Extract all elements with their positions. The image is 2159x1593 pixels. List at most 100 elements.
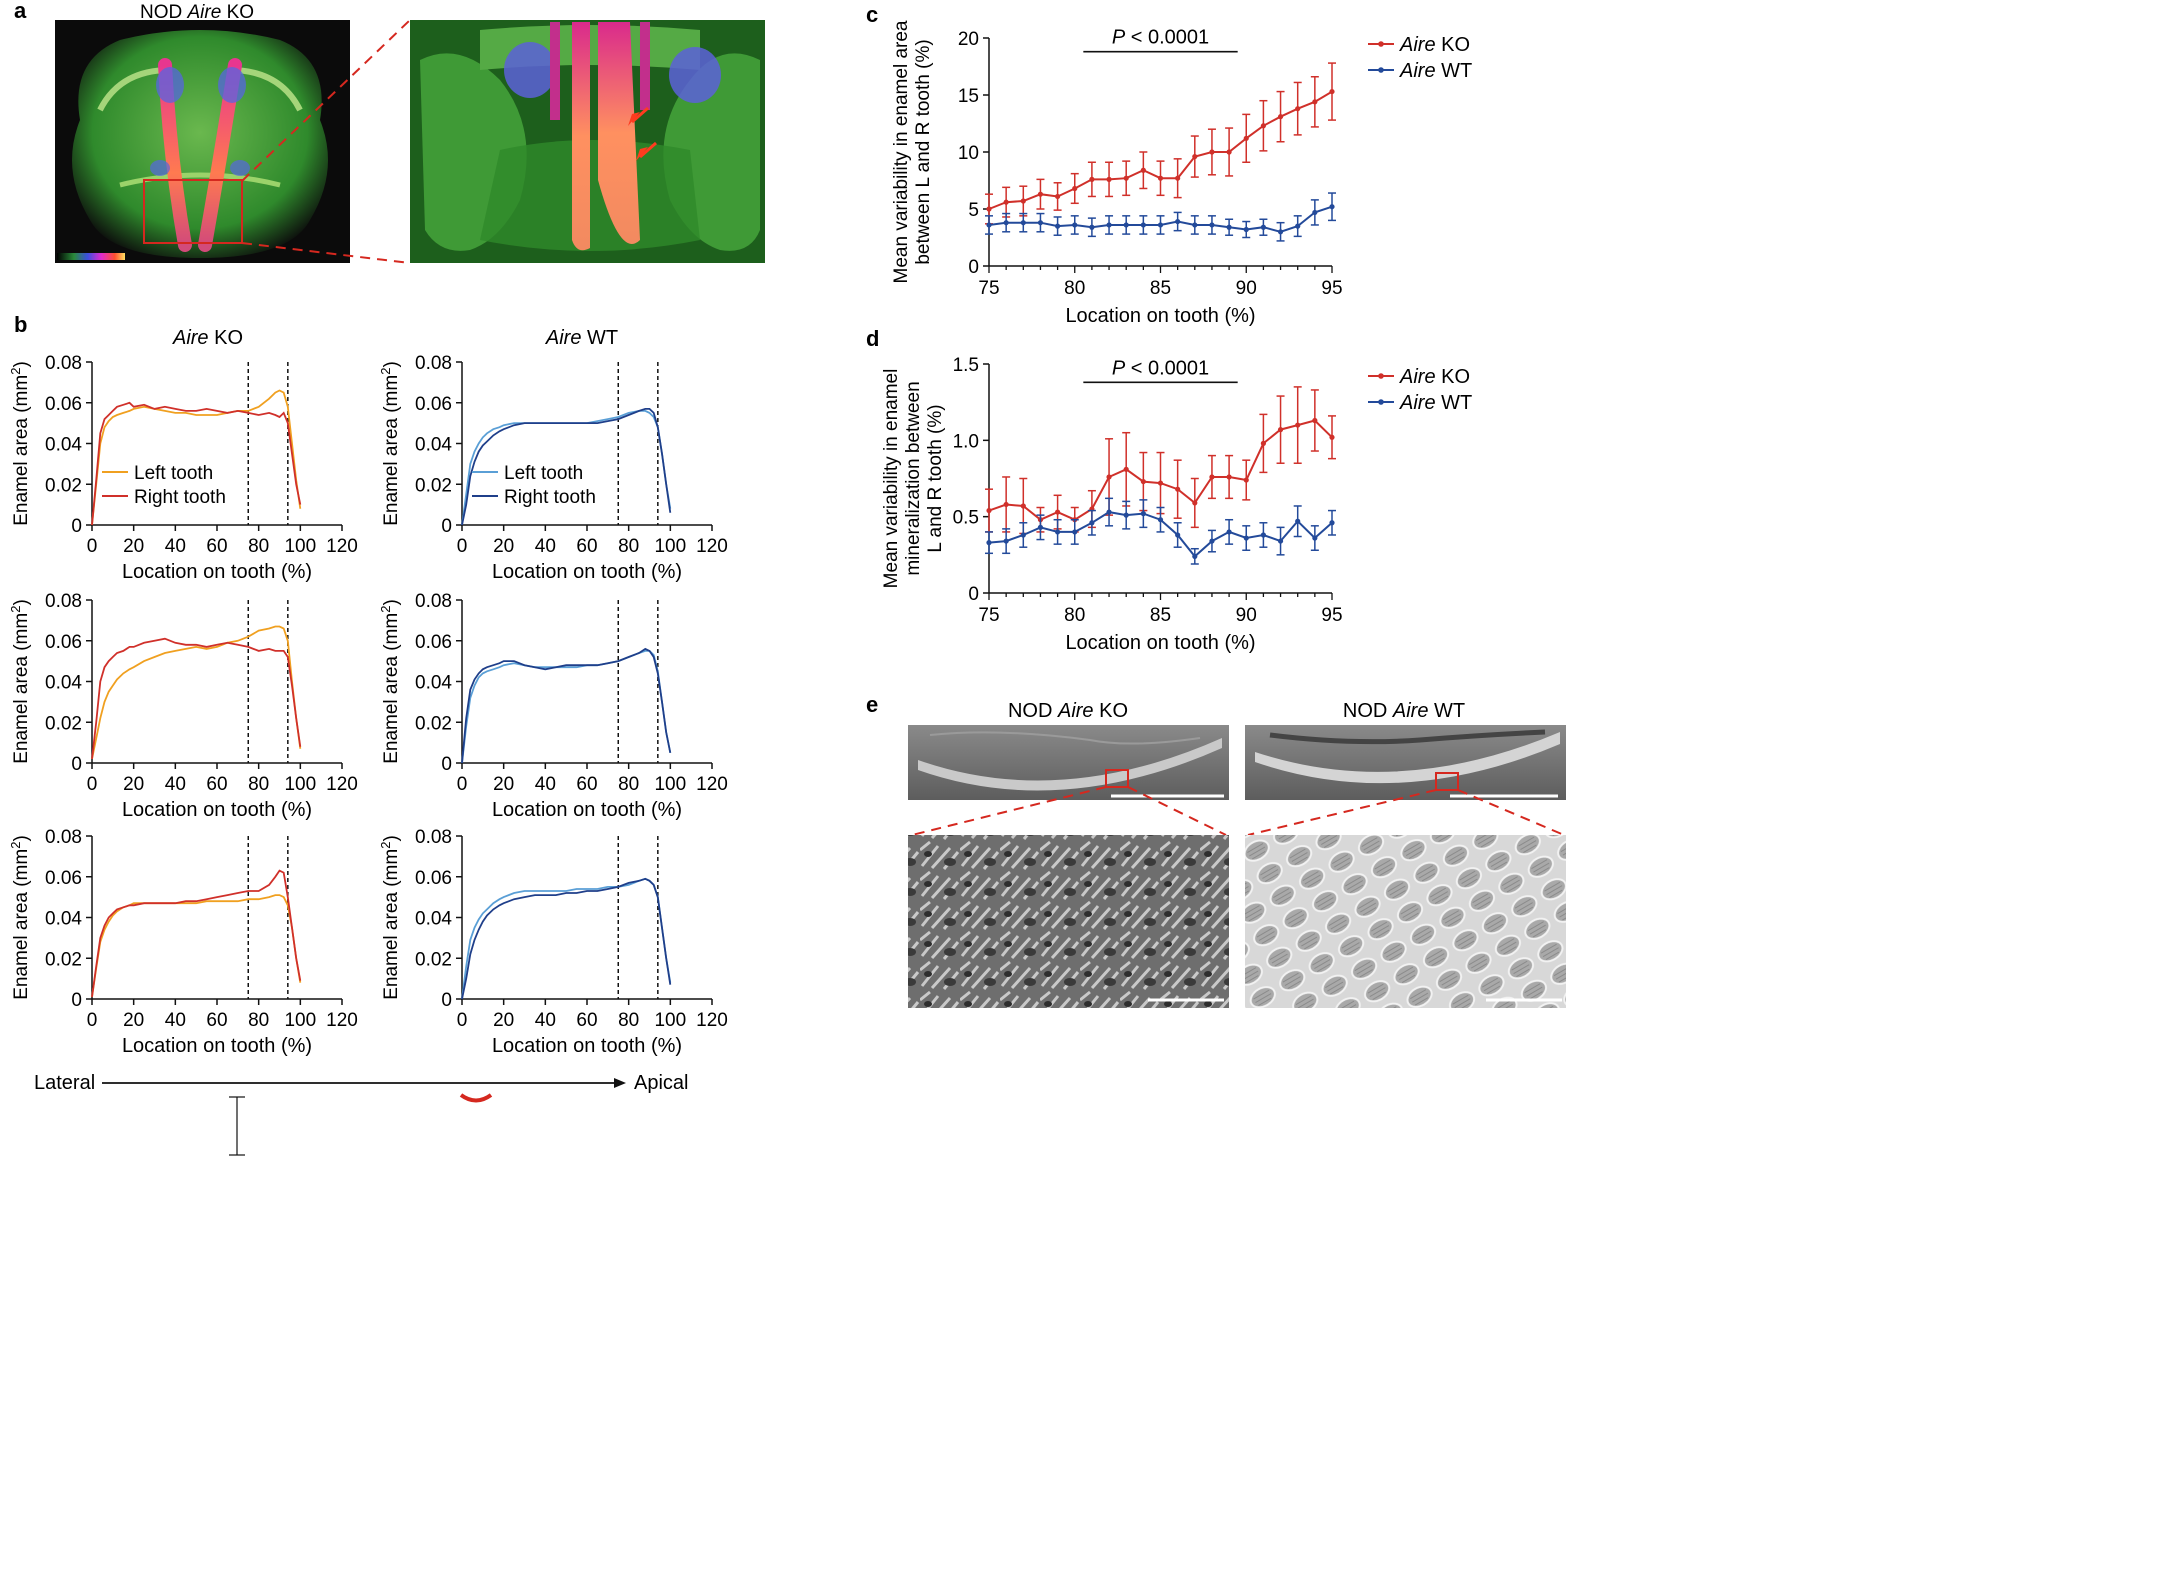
y-tick-label: 0.02	[45, 713, 82, 734]
x-tick-label: 75	[978, 605, 999, 626]
chart-c: 0 5 10 15 20 75 80 85 90 95 Location on tooth (%) M…	[891, 20, 1472, 327]
x-tick-label: 80	[618, 536, 639, 557]
x-tick-label: 90	[1236, 605, 1257, 626]
y-tick-label: 0.08	[415, 827, 452, 848]
y-tick-label: 0.04	[415, 435, 452, 456]
data-point	[1226, 224, 1232, 230]
x-tick-label: 40	[535, 536, 556, 557]
data-point	[986, 222, 992, 228]
y-tick-label: 0.06	[415, 394, 452, 415]
x-tick-label: 0	[457, 1010, 468, 1031]
y-tick-label: 0.02	[45, 949, 82, 970]
x-tick-label: 95	[1321, 278, 1342, 299]
data-point	[1329, 204, 1335, 210]
x-tick-label: 80	[248, 1010, 269, 1031]
data-point	[1192, 153, 1198, 160]
colormap-scale-bar	[57, 253, 125, 260]
data-point	[1157, 175, 1164, 181]
data-point	[1175, 175, 1181, 181]
data-point	[1175, 486, 1181, 492]
data-point	[986, 206, 992, 212]
x-axis-label: Location on tooth (%)	[122, 561, 312, 583]
y-tick-label: 0.04	[415, 673, 452, 694]
panel-label-c: c	[866, 2, 878, 27]
series-line-left-tooth	[91, 389, 302, 526]
x-tick-label: 100	[284, 536, 316, 557]
y-axis-label: Enamel area (mm2)	[378, 361, 403, 526]
x-tick-label: 80	[1064, 605, 1085, 626]
data-point	[1157, 517, 1164, 523]
x-tick-label: 60	[576, 536, 597, 557]
x-axis-label: Location on tooth (%)	[492, 799, 682, 821]
series-line-right-tooth	[461, 407, 672, 526]
series-line-right-tooth	[91, 869, 302, 998]
data-point	[1106, 509, 1112, 515]
x-tick-label: 20	[123, 774, 144, 795]
x-tick-label: 0	[87, 536, 98, 557]
data-point	[1072, 529, 1078, 535]
x-tick-label: 20	[493, 1010, 514, 1031]
y-axis-label-line-3: L and R tooth (%)	[925, 404, 946, 552]
sem-wt-closeup-image	[1245, 835, 1566, 1008]
data-point	[1192, 500, 1198, 506]
x-axis-label: Location on tooth (%)	[122, 1035, 312, 1057]
y-tick-label: 15	[958, 86, 979, 107]
data-point	[1312, 99, 1318, 105]
sem-ko-closeup-image	[908, 835, 1229, 1008]
x-tick-label: 100	[654, 1010, 686, 1031]
x-tick-label: 40	[165, 774, 186, 795]
y-tick-label: 0.04	[415, 909, 452, 930]
zoom-connector-top	[241, 19, 411, 182]
y-tick-label: 0.08	[45, 353, 82, 374]
sem-title-wt: NOD Aire WT	[1343, 700, 1465, 722]
data-point	[1243, 477, 1249, 483]
y-axis-label-line-2: mineralization between	[903, 381, 924, 575]
series-line-right-tooth	[461, 877, 672, 1000]
series-line-left-tooth	[91, 625, 302, 760]
direction-arrowhead	[614, 1078, 626, 1088]
x-tick-label: 0	[87, 1010, 98, 1031]
plot-ko-row2: 0 0.02 0.04 0.06 0.08 0 20 40 60 80 100 120 Location…	[8, 591, 358, 821]
x-tick-label: 20	[493, 774, 514, 795]
x-tick-label: 80	[618, 774, 639, 795]
x-tick-label: 0	[457, 536, 468, 557]
sem-wt-overview-image	[1245, 725, 1566, 800]
x-axis-label: Location on tooth (%)	[122, 799, 312, 821]
data-point	[1140, 511, 1146, 517]
data-point	[1003, 501, 1009, 508]
data-point	[1329, 88, 1335, 95]
data-point	[1003, 199, 1009, 205]
y-tick-label: 10	[958, 143, 979, 164]
data-point	[1106, 222, 1112, 228]
x-tick-label: 60	[206, 774, 227, 795]
panel-label-d: d	[866, 326, 879, 351]
skull-render-image	[55, 20, 350, 263]
data-point	[1157, 222, 1164, 228]
data-point	[1175, 218, 1181, 225]
legend-label: Aire KO	[1399, 366, 1470, 388]
panel-c: c 0 5 10 15 20 75 80 85 90 95 Location on tooth (%…	[866, 2, 1472, 327]
column-title-ko: Aire KO	[172, 327, 243, 349]
sem-title-ko: NOD Aire KO	[1008, 700, 1128, 722]
plot-wt-row1: 0 0.02 0.04 0.06 0.08 0 20 40 60 80 100 120 Location…	[378, 353, 728, 583]
x-tick-label: 120	[326, 536, 358, 557]
data-point	[1243, 135, 1249, 141]
x-tick-label: 85	[1150, 605, 1171, 626]
x-tick-label: 40	[535, 1010, 556, 1031]
data-point	[1037, 220, 1044, 226]
y-tick-label: 0	[71, 990, 82, 1011]
x-tick-label: 60	[576, 1010, 597, 1031]
data-point	[1072, 222, 1078, 228]
stray-red-mark	[459, 1093, 493, 1103]
legend-label: Left tooth	[504, 463, 583, 484]
data-point	[1295, 106, 1301, 112]
data-point	[1003, 220, 1009, 226]
x-tick-label: 120	[326, 774, 358, 795]
data-point	[1209, 538, 1215, 544]
x-tick-label: 120	[696, 1010, 728, 1031]
y-tick-label: 5	[968, 200, 979, 221]
data-point	[1140, 222, 1146, 228]
y-tick-label: 0.02	[415, 475, 452, 496]
series-line-right-tooth	[91, 637, 302, 760]
panel-label-a: a	[14, 0, 27, 23]
